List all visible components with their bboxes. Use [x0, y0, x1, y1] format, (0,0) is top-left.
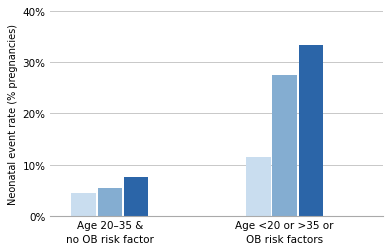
Bar	[246, 157, 271, 216]
Bar	[299, 45, 323, 216]
Bar	[71, 193, 96, 216]
Bar	[98, 188, 122, 216]
Bar	[124, 178, 148, 216]
Bar	[273, 76, 297, 216]
Y-axis label: Neonatal event rate (% pregnancies): Neonatal event rate (% pregnancies)	[8, 24, 18, 204]
